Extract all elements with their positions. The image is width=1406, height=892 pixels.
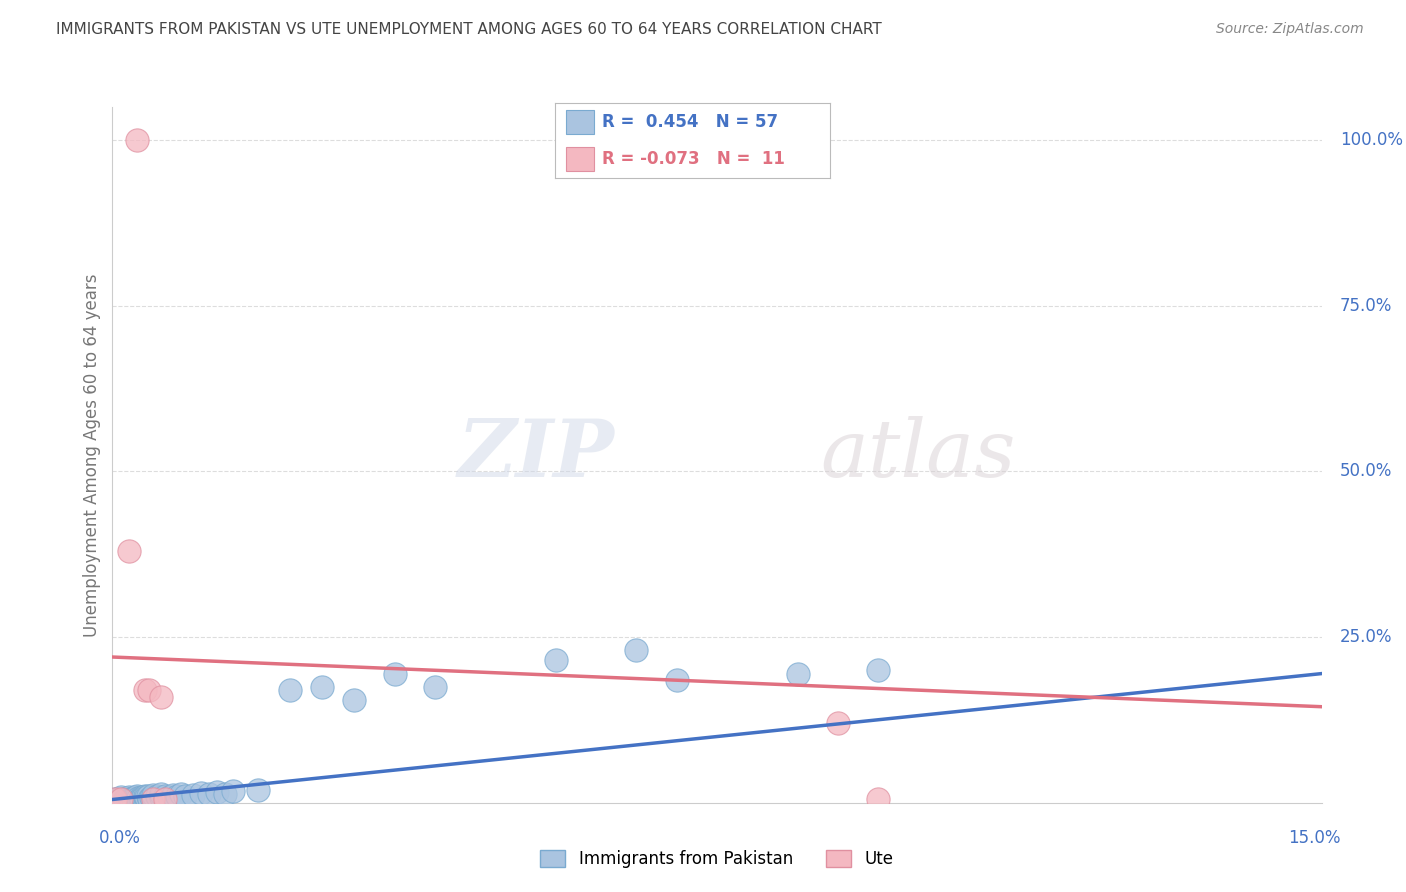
Point <box>166 789 188 804</box>
Text: 100.0%: 100.0% <box>1340 131 1403 149</box>
Point <box>124 789 146 804</box>
Point <box>207 785 229 799</box>
Point <box>110 790 132 805</box>
Point <box>127 791 149 805</box>
Point <box>626 643 648 657</box>
Point <box>153 792 176 806</box>
Point <box>827 716 849 731</box>
Point <box>105 792 128 806</box>
Point <box>149 787 172 801</box>
Point <box>117 790 139 805</box>
Text: 50.0%: 50.0% <box>1340 462 1392 481</box>
Point <box>868 792 890 806</box>
Bar <box>567 111 593 135</box>
Point <box>384 666 406 681</box>
Text: 25.0%: 25.0% <box>1340 628 1392 646</box>
Point <box>665 673 688 688</box>
Point <box>246 782 269 797</box>
Point <box>544 653 567 667</box>
Point <box>125 789 148 804</box>
Point <box>174 789 197 803</box>
Text: atlas: atlas <box>820 417 1015 493</box>
Point <box>115 791 138 805</box>
Point <box>138 792 160 806</box>
Point <box>278 683 301 698</box>
Point <box>132 789 155 804</box>
Point <box>125 792 148 806</box>
Point <box>138 683 160 698</box>
Point <box>343 693 366 707</box>
Point <box>112 794 135 808</box>
Point <box>157 789 180 804</box>
Point <box>162 788 184 802</box>
Text: Source: ZipAtlas.com: Source: ZipAtlas.com <box>1216 22 1364 37</box>
Point <box>134 789 156 803</box>
Point <box>134 683 156 698</box>
Point <box>142 791 165 805</box>
Point <box>114 793 136 807</box>
Point <box>110 792 132 806</box>
Legend: Immigrants from Pakistan, Ute: Immigrants from Pakistan, Ute <box>534 843 900 875</box>
Point <box>117 792 139 806</box>
Point <box>131 792 153 806</box>
Text: R = -0.073   N =  11: R = -0.073 N = 11 <box>602 150 785 168</box>
Point <box>214 787 236 801</box>
Point <box>222 784 245 798</box>
Point <box>181 788 204 802</box>
Point <box>111 792 134 806</box>
Y-axis label: Unemployment Among Ages 60 to 64 years: Unemployment Among Ages 60 to 64 years <box>83 273 101 637</box>
Point <box>142 792 165 806</box>
Point <box>129 790 152 805</box>
Bar <box>567 146 593 171</box>
Point <box>136 789 159 804</box>
Point <box>142 788 165 802</box>
Point <box>125 133 148 147</box>
Text: IMMIGRANTS FROM PAKISTAN VS UTE UNEMPLOYMENT AMONG AGES 60 TO 64 YEARS CORRELATI: IMMIGRANTS FROM PAKISTAN VS UTE UNEMPLOY… <box>56 22 882 37</box>
Point <box>135 790 157 805</box>
Point <box>120 792 142 806</box>
Text: 75.0%: 75.0% <box>1340 297 1392 315</box>
Point <box>134 791 156 805</box>
Point <box>104 792 127 806</box>
Point <box>128 792 150 806</box>
Text: 0.0%: 0.0% <box>98 829 141 847</box>
Point <box>114 792 136 806</box>
Point <box>149 790 172 805</box>
Text: R =  0.454   N = 57: R = 0.454 N = 57 <box>602 113 778 131</box>
Point <box>108 794 131 808</box>
Point <box>868 663 890 677</box>
Point <box>198 787 221 801</box>
Point <box>786 666 808 681</box>
Point <box>141 789 163 804</box>
Point <box>153 789 176 803</box>
Point <box>149 690 172 704</box>
Point <box>104 792 127 806</box>
Point <box>170 787 193 801</box>
Point <box>423 680 446 694</box>
Point <box>122 792 145 806</box>
Point <box>117 544 139 558</box>
Point <box>120 793 142 807</box>
Text: 15.0%: 15.0% <box>1288 829 1341 847</box>
Text: ZIP: ZIP <box>457 417 614 493</box>
Point <box>121 791 143 805</box>
Point <box>311 680 333 694</box>
Point <box>190 786 212 800</box>
Point <box>146 789 169 804</box>
